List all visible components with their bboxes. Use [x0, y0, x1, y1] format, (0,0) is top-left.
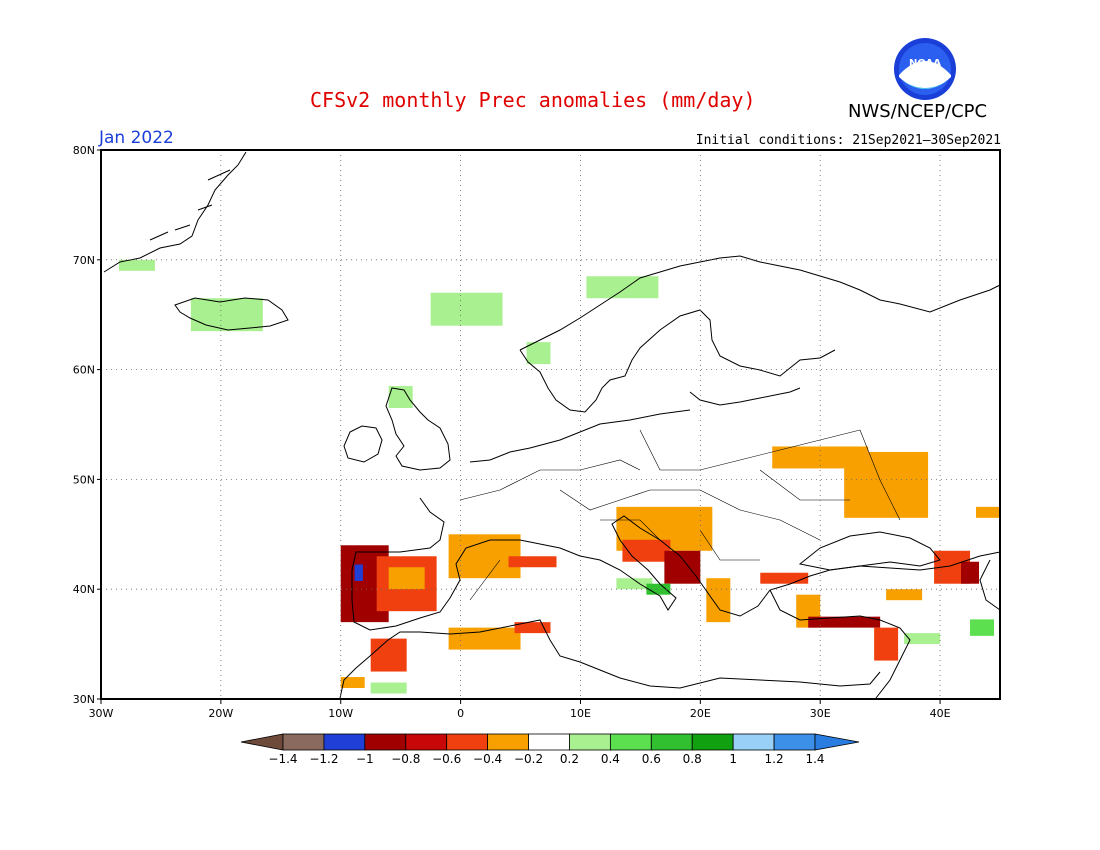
lon-label: 10E	[570, 707, 591, 720]
colorbar-label: 1	[729, 752, 737, 766]
anomaly-cell-25	[118, 259, 155, 271]
colorbar-low-arrow	[240, 733, 284, 751]
initial-conditions-label: Initial conditions: 21Sep2021–30Sep2021	[695, 133, 1001, 148]
colorbar-segment	[528, 733, 570, 751]
lon-label: 0	[457, 707, 464, 720]
anomaly-cell-22	[961, 561, 980, 584]
colorbar-segment	[282, 733, 325, 751]
anomaly-cell-28	[526, 342, 551, 365]
europe-mainland-coast	[351, 409, 1001, 631]
anomaly-cell-30	[616, 578, 653, 590]
lat-label: 40N	[73, 583, 95, 596]
colorbar-label: 0.6	[642, 752, 661, 766]
anomaly-cell-24	[430, 292, 503, 326]
lon-label: 10W	[328, 707, 353, 720]
lon-label: 30E	[810, 707, 831, 720]
colorbar-segment	[569, 733, 611, 751]
lon-label: 20W	[208, 707, 233, 720]
lon-label: 20E	[690, 707, 711, 720]
anomaly-cell-5	[508, 556, 557, 568]
colorbar: −1.4 −1.2 −1 −0.8 −0.6 −0.4 −0.2 0.2 0.4 0.6 0.8 1 1…	[240, 733, 860, 766]
colorbar-segment	[364, 733, 407, 751]
colorbar-label: −0.4	[473, 752, 502, 766]
colorbar-segment	[405, 733, 448, 751]
anomaly-cell-9	[514, 622, 551, 634]
colorbar-label: −1.2	[309, 752, 338, 766]
colorbar-segment	[487, 733, 529, 751]
anomaly-cell-32	[904, 633, 941, 645]
lon-label: 30W	[89, 707, 114, 720]
forecast-month: Jan 2022	[99, 128, 174, 148]
anomaly-cell-16	[808, 616, 881, 628]
iceland-coast	[174, 297, 289, 331]
axis-labels: 30W 20W 10W 0 10E 20E 30E 40E 80N 70N 60N 50N 40N 30N	[73, 144, 951, 720]
anomaly-cell-12	[664, 550, 701, 584]
anomaly-cell-1	[354, 564, 363, 581]
lat-label: 80N	[73, 144, 95, 157]
anomaly-cell-26	[190, 298, 263, 332]
anomaly-cell-6	[370, 638, 407, 672]
british-isles-coast	[343, 387, 451, 471]
anomaly-cell-13	[706, 578, 731, 623]
colorbar-high-arrow	[814, 733, 860, 751]
turkey-coast	[769, 589, 911, 699]
colorbar-segment	[323, 733, 366, 751]
map-frame	[100, 149, 1001, 700]
noaa-logo: NOAA	[894, 38, 956, 100]
colorbar-label: −0.2	[514, 752, 543, 766]
agency-label: NWS/NCEP/CPC	[848, 101, 988, 122]
chart-title: CFSv2 monthly Prec anomalies (mm/day)	[310, 88, 756, 112]
anomaly-cell-19	[844, 451, 929, 518]
colorbar-label: 0.8	[683, 752, 702, 766]
colorbar-label: 0.4	[601, 752, 620, 766]
north-africa-coast	[339, 619, 881, 699]
colorbar-segment	[650, 733, 693, 751]
anomaly-cell-23	[976, 506, 1000, 518]
colorbar-segment	[773, 733, 816, 751]
lon-label: 40E	[930, 707, 951, 720]
lat-label: 30N	[73, 693, 95, 706]
colorbar-segment	[446, 733, 489, 751]
colorbar-segment	[732, 733, 775, 751]
colorbar-label: −1.4	[268, 752, 297, 766]
coastline-layer	[103, 151, 1001, 699]
anomaly-cell-27	[586, 276, 659, 299]
colorbar-label: 1.4	[805, 752, 824, 766]
colorbar-label: 1.2	[765, 752, 784, 766]
anomaly-cell-3	[388, 567, 425, 590]
anomaly-cell-11	[622, 539, 671, 562]
colorbar-label: −0.6	[432, 752, 461, 766]
colorbar-label: −0.8	[391, 752, 420, 766]
anomaly-cell-17	[874, 627, 899, 661]
anomaly-cell-31	[646, 583, 671, 595]
anomaly-cell-7	[340, 677, 365, 689]
black-sea-coast	[798, 531, 941, 571]
lat-label: 60N	[73, 364, 95, 377]
lat-label: 70N	[73, 254, 95, 267]
anomaly-cell-29	[388, 386, 413, 409]
anomaly-layer	[118, 259, 1000, 694]
colorbar-segment	[691, 733, 734, 751]
colorbar-segment	[609, 733, 652, 751]
caspian-coast	[979, 559, 1001, 611]
colorbar-label: −1	[356, 752, 374, 766]
anomaly-cell-34	[370, 682, 407, 694]
colorbar-label: 0.2	[560, 752, 579, 766]
anomaly-cell-33	[970, 619, 995, 636]
greenland-coast	[103, 151, 247, 273]
lat-label: 50N	[73, 473, 95, 486]
country-borders	[459, 429, 901, 601]
logo-text: NOAA	[909, 58, 941, 69]
anomaly-cell-14	[760, 572, 809, 584]
anomaly-cell-20	[886, 589, 923, 601]
